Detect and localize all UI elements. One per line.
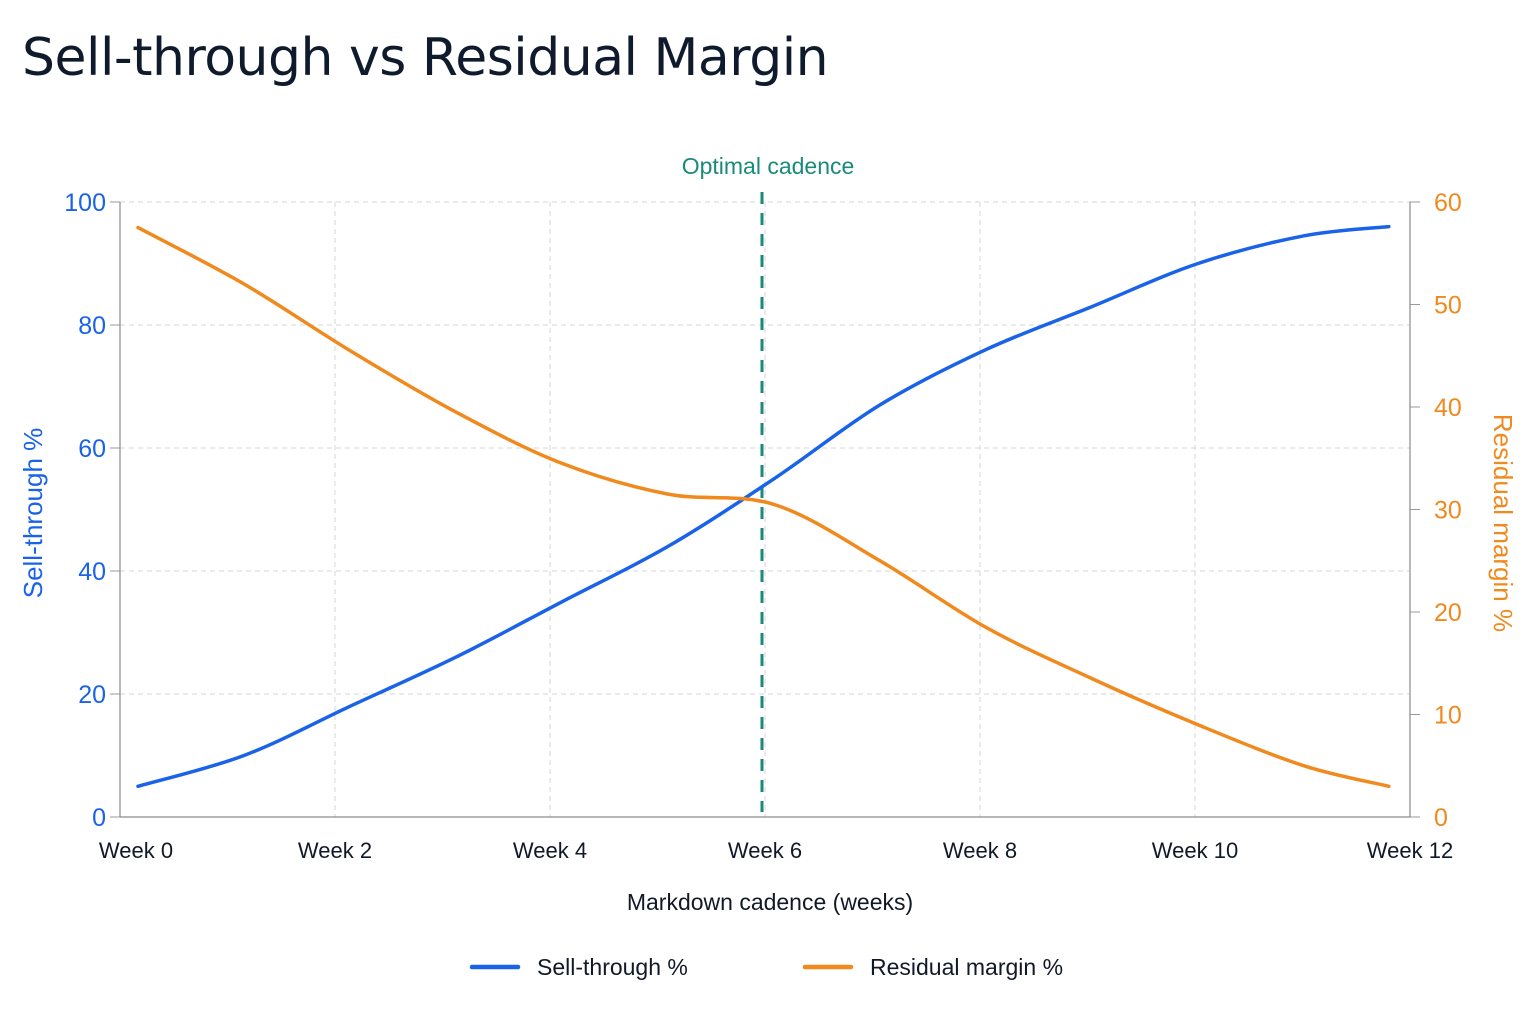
y-right-tick-label: 50: [1434, 292, 1462, 320]
chart-title: Sell-through vs Residual Margin: [22, 28, 829, 88]
y-right-tick-label: 0: [1434, 804, 1448, 832]
x-tick-label: Week 4: [513, 838, 587, 863]
y-left-tick-label: 0: [92, 804, 106, 832]
residual-margin-line: [136, 225, 1391, 789]
x-tick-label: Week 2: [298, 838, 372, 863]
x-tick-label: Week 0: [99, 838, 173, 863]
y-left-tick-label: 60: [78, 435, 106, 463]
optimal-cadence-label: Optimal cadence: [682, 153, 855, 179]
legend-sell-through-label: Sell-through %: [537, 954, 688, 980]
y-left-axis-title: Sell-through %: [18, 428, 48, 599]
y-left-tick-label: 40: [78, 558, 106, 586]
x-tick-label: Week 8: [943, 838, 1017, 863]
x-tick-label: Week 6: [728, 838, 802, 863]
y-left-tick-label: 100: [64, 189, 106, 217]
x-tick-label: Week 12: [1367, 838, 1453, 863]
y-left-tick-label: 20: [78, 681, 106, 709]
y-right-tick-label: 20: [1434, 599, 1462, 627]
y-right-tick-label: 30: [1434, 497, 1462, 525]
x-tick-label: Week 10: [1152, 838, 1238, 863]
legend-residual-margin-label: Residual margin %: [870, 954, 1063, 980]
y-right-tick-label: 60: [1434, 189, 1462, 217]
sell-through-line: [136, 224, 1391, 789]
y-right-tick-label: 40: [1434, 394, 1462, 422]
x-axis-title: Markdown cadence (weeks): [627, 889, 913, 915]
y-right-axis-title: Residual margin %: [1488, 414, 1518, 632]
y-right-tick-label: 10: [1434, 702, 1462, 730]
y-left-tick-label: 80: [78, 312, 106, 340]
